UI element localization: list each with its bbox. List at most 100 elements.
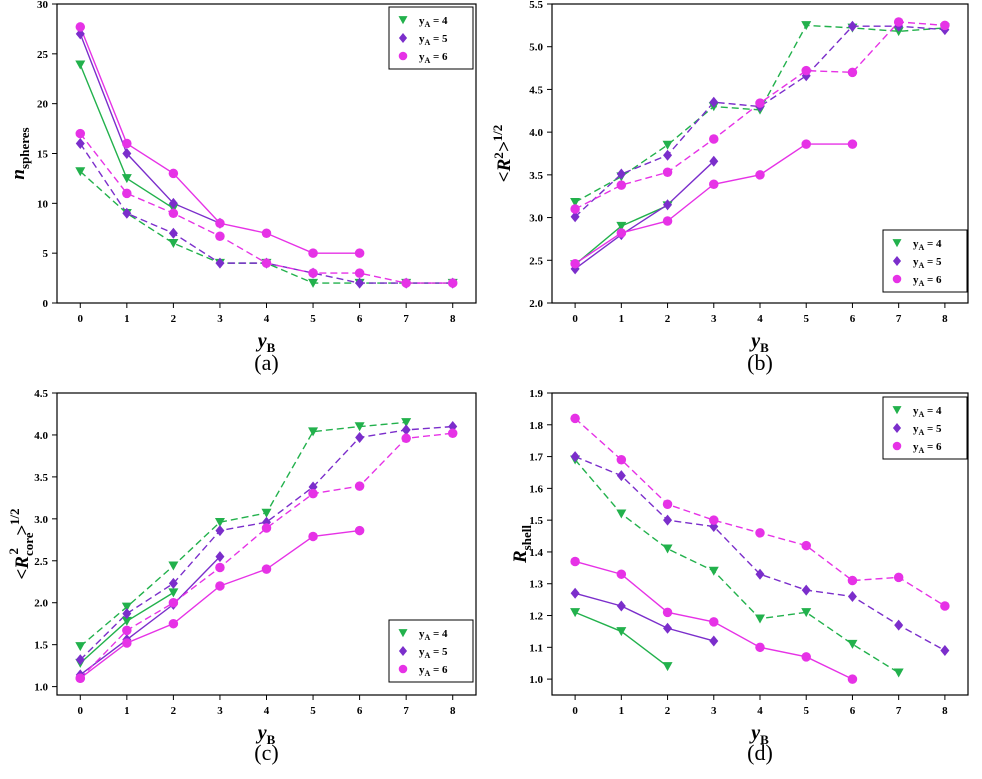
data-point-yA6 bbox=[168, 168, 179, 179]
x-tick-label: 2 bbox=[171, 313, 177, 325]
data-point-yA6 bbox=[847, 139, 858, 149]
legend-label: yA = 6 bbox=[913, 441, 942, 455]
y-tick-label: 30 bbox=[37, 0, 49, 11]
data-point-yA6 bbox=[662, 607, 673, 618]
data-point-yA6 bbox=[847, 67, 858, 78]
x-tick-label: 4 bbox=[757, 705, 763, 717]
data-point-yA6 bbox=[308, 268, 318, 278]
legend-label: yA = 4 bbox=[913, 238, 942, 252]
data-point-yA6 bbox=[570, 413, 580, 424]
x-tick-label: 6 bbox=[850, 705, 856, 717]
data-point-yA5 bbox=[401, 424, 411, 436]
panel-label: (b) bbox=[747, 350, 773, 375]
legend-label: yA = 5 bbox=[419, 33, 448, 47]
y-tick-label: 10 bbox=[37, 198, 49, 210]
data-point-yA4 bbox=[168, 238, 179, 248]
y-tick-label: 3.5 bbox=[529, 170, 543, 182]
x-tick-label: 0 bbox=[572, 313, 578, 325]
data-point-yA4 bbox=[261, 508, 272, 518]
data-point-yA6 bbox=[709, 515, 719, 525]
data-point-yA6 bbox=[354, 248, 365, 258]
y-tick-label: 1.6 bbox=[529, 483, 543, 495]
panel-d: 0 1 2 3 4 5 6 7 8 1.0 1.1 1.2 1.3 1.4 1.5 1.6 1.7 1.8 1.9 y… bbox=[510, 388, 969, 765]
x-tick-label: 2 bbox=[665, 313, 671, 325]
data-point-yA6 bbox=[709, 179, 719, 190]
data-point-yA4 bbox=[662, 662, 673, 672]
data-point-yA5 bbox=[75, 138, 85, 150]
data-point-yA6 bbox=[215, 218, 225, 229]
y-tick-label: 25 bbox=[37, 49, 49, 61]
data-point-yA6 bbox=[168, 618, 179, 629]
data-point-yA4 bbox=[847, 639, 858, 649]
x-tick-label: 1 bbox=[619, 705, 625, 717]
legend-label: yA = 4 bbox=[419, 628, 448, 642]
legend-marker-yA4 bbox=[892, 239, 902, 248]
series-line-yA4-solid bbox=[574, 611, 668, 667]
x-tick-label: 6 bbox=[850, 313, 856, 325]
data-point-yA4 bbox=[801, 608, 812, 618]
legend-marker-yA5 bbox=[398, 646, 408, 656]
y-tick-label: 3.0 bbox=[34, 514, 48, 526]
data-point-yA6 bbox=[354, 525, 365, 536]
data-point-yA6 bbox=[570, 204, 580, 214]
series-line-yA4-dashed bbox=[79, 421, 407, 647]
data-point-yA6 bbox=[755, 98, 765, 108]
data-point-yA4 bbox=[75, 167, 86, 177]
y-tick-label: 1.8 bbox=[529, 420, 543, 432]
data-point-yA6 bbox=[801, 65, 811, 76]
y-axis-label: <R2>1/2 bbox=[490, 125, 515, 182]
data-point-yA6 bbox=[940, 20, 950, 31]
legend-marker-yA6 bbox=[892, 441, 902, 451]
data-point-yA6 bbox=[75, 22, 86, 32]
x-tick-label: 8 bbox=[942, 313, 948, 325]
data-point-yA5 bbox=[755, 568, 765, 580]
y-tick-label: 2.0 bbox=[34, 598, 48, 610]
x-tick-label: 3 bbox=[217, 705, 223, 717]
data-point-yA6 bbox=[122, 638, 132, 648]
data-point-yA5 bbox=[663, 199, 673, 211]
data-point-yA4 bbox=[354, 422, 365, 432]
data-point-yA5 bbox=[709, 96, 719, 108]
data-point-yA6 bbox=[308, 248, 318, 258]
data-point-yA4 bbox=[755, 614, 765, 624]
data-point-yA5 bbox=[122, 207, 132, 219]
x-tick-label: 4 bbox=[264, 705, 270, 717]
data-point-yA6 bbox=[755, 170, 765, 180]
data-point-yA6 bbox=[570, 556, 580, 567]
data-point-yA5 bbox=[616, 600, 626, 612]
y-axis-label: nspheres bbox=[8, 127, 32, 179]
legend-label: yA = 5 bbox=[419, 646, 448, 660]
data-point-yA5 bbox=[215, 525, 225, 537]
data-point-yA4 bbox=[570, 197, 581, 207]
panel-label: (c) bbox=[254, 740, 278, 765]
x-tick-label: 1 bbox=[124, 313, 130, 325]
data-point-yA6 bbox=[616, 180, 627, 190]
data-point-yA5 bbox=[894, 619, 904, 631]
y-tick-label: 15 bbox=[37, 149, 49, 161]
x-tick-label: 0 bbox=[78, 705, 84, 717]
panel-label: (a) bbox=[254, 350, 278, 375]
x-tick-label: 1 bbox=[124, 705, 130, 717]
legend-label: yA = 5 bbox=[913, 423, 942, 437]
data-point-yA5 bbox=[709, 635, 719, 647]
series-line-yA5-dashed bbox=[574, 455, 946, 652]
data-point-yA6 bbox=[801, 139, 811, 149]
x-axis-label: yB bbox=[749, 722, 769, 747]
x-tick-label: 8 bbox=[450, 313, 456, 325]
data-point-yA6 bbox=[662, 499, 673, 510]
x-tick-label: 2 bbox=[665, 705, 671, 717]
data-point-yA5 bbox=[847, 20, 857, 32]
series-line-yA6-dashed bbox=[79, 432, 453, 679]
data-point-yA6 bbox=[709, 617, 719, 627]
data-point-yA5 bbox=[663, 622, 673, 634]
data-point-yA5 bbox=[168, 577, 178, 589]
data-point-yA6 bbox=[122, 188, 132, 199]
data-point-yA4 bbox=[121, 174, 132, 184]
data-point-yA6 bbox=[75, 673, 86, 683]
y-axis-label: <Rcore2>1/2 bbox=[6, 508, 36, 579]
x-tick-label: 3 bbox=[711, 313, 717, 325]
x-tick-label: 6 bbox=[357, 705, 363, 717]
y-tick-label: 4.0 bbox=[34, 430, 48, 442]
y-tick-label: 4.0 bbox=[529, 127, 543, 139]
data-point-yA6 bbox=[616, 228, 627, 238]
